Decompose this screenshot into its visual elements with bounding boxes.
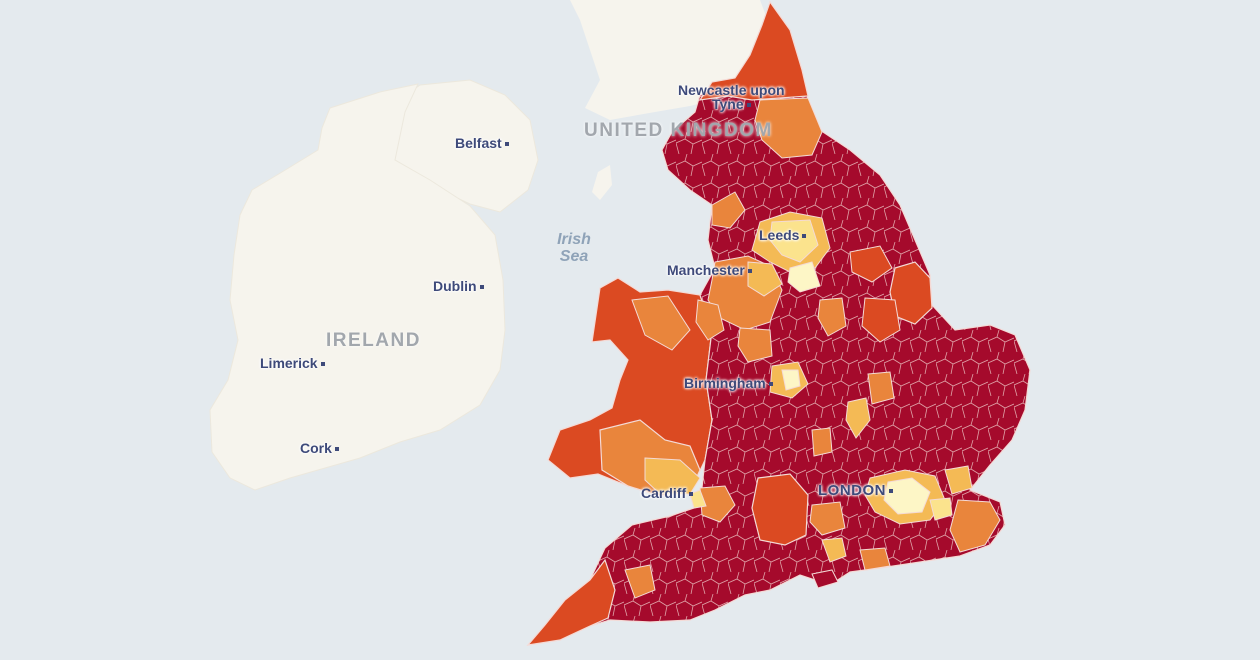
city-marker-icon [746,103,751,108]
city-dublin-text: Dublin [433,278,477,294]
city-marker-icon [479,285,484,290]
lincs-coast [889,261,933,325]
city-leeds[interactable]: Leeds [759,227,807,243]
city-marker-icon [768,382,773,387]
city-london-text: LONDON [818,482,886,499]
label-irish-sea: Irish Sea [546,231,602,265]
city-cardiff-text: Cardiff [641,485,687,501]
label-irish-sea-line1: Irish [557,231,591,248]
city-newcastle-line2-text: Tyne [711,96,744,112]
oxford-orange [811,427,833,457]
kent-orange [949,499,1001,553]
thames-light [821,537,847,563]
liverpool-orange [695,299,725,341]
label-ireland: IRELAND [326,330,421,351]
city-birmingham-text: Birmingham [684,375,766,391]
wiltshire-region [751,473,809,546]
city-london[interactable]: LONDON [818,482,893,499]
city-dublin[interactable]: Dublin [433,278,484,294]
northumberland-region [698,0,809,101]
city-leeds-text: Leeds [759,227,800,243]
isle-of-man [592,165,612,200]
derby-orange [737,327,773,363]
city-cardiff[interactable]: Cardiff [641,485,694,501]
city-marker-icon [334,447,339,452]
leicester-orange [867,371,895,405]
city-newcastle[interactable]: Newcastle upon Tyne [678,82,785,112]
city-cork-text: Cork [300,440,332,456]
coventry-light [845,397,871,439]
city-marker-icon [802,234,807,239]
wales-west-orange [631,295,691,351]
city-marker-icon [689,492,694,497]
lincs-inner [849,245,893,283]
city-newcastle-line2: Tyne [678,96,785,112]
city-newcastle-line1: Newcastle upon [678,82,785,98]
isle-of-wight [811,569,839,589]
devon-orange [624,564,656,599]
label-irish-sea-line2: Sea [559,248,589,265]
city-marker-icon [504,142,509,147]
city-marker-icon [320,362,325,367]
london-east-light [929,497,953,521]
city-belfast[interactable]: Belfast [455,135,509,151]
city-marker-icon [747,269,752,274]
birmingham-core [781,369,801,391]
city-limerick[interactable]: Limerick [260,355,325,371]
city-marker-icon [889,489,893,494]
lincs-south [861,297,901,343]
city-belfast-text: Belfast [455,135,502,151]
thames-orange [809,501,846,536]
essex-light [944,465,973,495]
city-manchester-text: Manchester [667,262,745,278]
bristol-core [689,489,707,509]
cornwall-region [526,558,616,646]
bradford-pale [787,261,821,293]
bristol-area [699,485,736,523]
ireland-land [209,83,506,491]
label-united-kingdom: UNITED KINGDOM [584,120,773,141]
leeds-core [769,219,819,263]
city-cork[interactable]: Cork [300,440,339,456]
manchester-core [747,261,783,297]
sussex-orange [859,547,891,571]
cumbria-orange [711,191,746,229]
city-birmingham[interactable]: Birmingham [684,375,773,391]
notts-orange [817,297,847,337]
city-manchester[interactable]: Manchester [667,262,752,278]
london-core [883,477,931,515]
tyne-area [754,97,823,159]
city-limerick-text: Limerick [260,355,318,371]
